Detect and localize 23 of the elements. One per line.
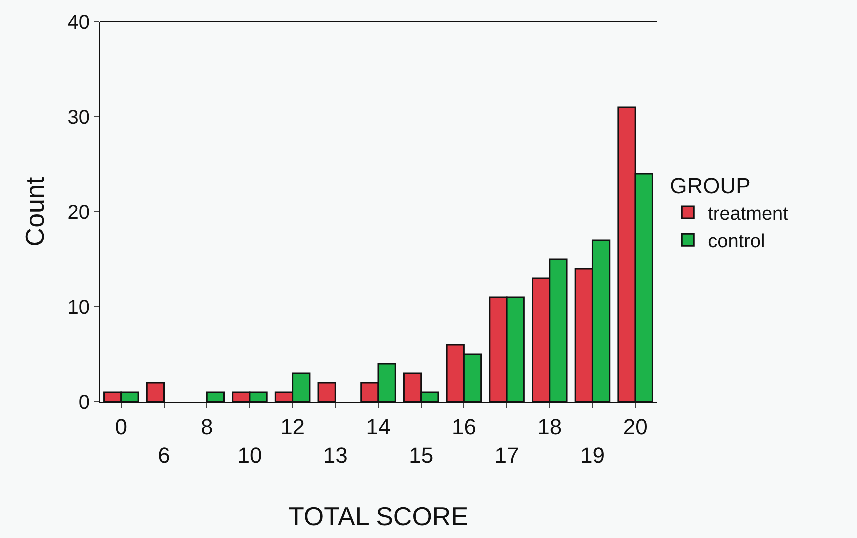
x-tick-label: 10 <box>238 443 262 468</box>
legend-title: GROUP <box>670 174 751 199</box>
y-axis-title: Count <box>20 176 50 247</box>
y-tick-label: 40 <box>68 12 90 34</box>
x-tick-label: 16 <box>452 414 476 440</box>
y-tick-label: 10 <box>68 297 90 319</box>
x-tick-label: 17 <box>494 443 520 468</box>
x-tick-label: 18 <box>538 414 562 440</box>
legend-label: control <box>708 232 766 253</box>
x-tick-label: 0 <box>115 414 128 440</box>
legend-label: treatment <box>708 204 790 225</box>
x-tick-label: 13 <box>323 443 348 468</box>
x-tick-label: 19 <box>580 443 605 468</box>
x-tick-label: 14 <box>366 414 391 440</box>
x-tick-label: 15 <box>409 443 434 468</box>
x-tick-label: 20 <box>623 414 648 440</box>
x-tick-label: 8 <box>200 414 214 440</box>
y-tick-label: 0 <box>78 392 90 414</box>
x-axis-title: TOTAL SCORE <box>288 502 469 532</box>
x-tick-label: 6 <box>158 443 170 468</box>
x-tick-label: 12 <box>280 414 306 440</box>
y-tick-label: 30 <box>68 107 90 129</box>
y-tick-label: 20 <box>68 202 90 224</box>
